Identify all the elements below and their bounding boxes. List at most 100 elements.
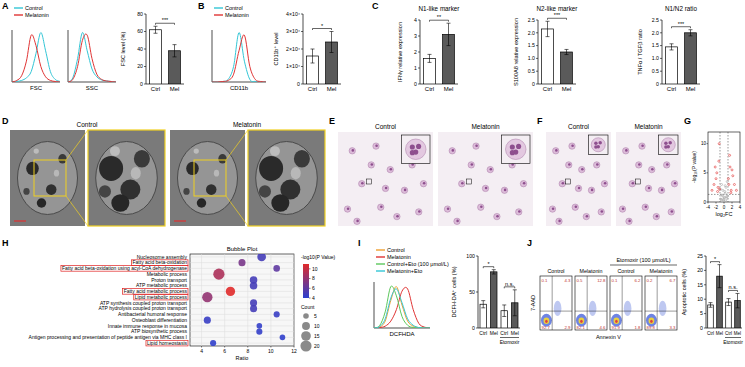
y-tick bbox=[418, 52, 420, 53]
y-tick bbox=[301, 84, 303, 85]
histogram-line bbox=[12, 33, 60, 82]
nucleus bbox=[447, 207, 450, 210]
grid-line bbox=[190, 325, 294, 326]
quadrant-value: 0.1 bbox=[542, 278, 549, 283]
y-tick-label: 20 bbox=[137, 63, 143, 69]
point bbox=[720, 199, 722, 201]
organelle bbox=[197, 198, 206, 207]
cell bbox=[344, 206, 350, 212]
x-tick bbox=[716, 202, 717, 204]
point bbox=[724, 191, 726, 193]
organelle bbox=[271, 194, 289, 211]
y-tick bbox=[144, 49, 146, 50]
nucleus bbox=[456, 220, 459, 223]
nucleus bbox=[674, 182, 677, 185]
y-tick bbox=[704, 270, 706, 271]
bubble bbox=[257, 323, 263, 329]
plot-frame bbox=[708, 132, 740, 202]
plot-title: Control bbox=[547, 268, 564, 274]
y-tick bbox=[707, 172, 709, 173]
point bbox=[722, 189, 724, 191]
point bbox=[732, 175, 734, 177]
plot-title: Melatonin bbox=[580, 268, 603, 274]
nucleus bbox=[596, 163, 599, 166]
plot-area bbox=[202, 254, 285, 346]
cell bbox=[658, 187, 664, 193]
y-tick-label: 3×10⁴ bbox=[286, 28, 300, 34]
y-tick-label: 4×10⁴ bbox=[286, 11, 300, 17]
cell bbox=[387, 166, 393, 172]
y-tick-label: 60 bbox=[137, 28, 143, 34]
y-tick bbox=[536, 20, 538, 21]
nucleus bbox=[396, 215, 399, 218]
size-legend-key bbox=[303, 313, 309, 319]
significance-label: *** bbox=[678, 21, 685, 27]
point bbox=[731, 169, 733, 171]
group-label: Etomoxir bbox=[723, 339, 743, 345]
point bbox=[718, 160, 720, 162]
significance-bracket bbox=[729, 290, 738, 292]
y-tick bbox=[536, 84, 538, 85]
nucleus bbox=[496, 215, 499, 218]
colorbar-tick bbox=[309, 288, 311, 289]
grid-line bbox=[247, 254, 248, 346]
quadrant-value: 6.7 bbox=[670, 278, 677, 283]
nucleus bbox=[452, 149, 455, 152]
inset-marker bbox=[636, 179, 641, 184]
image-title: Control bbox=[568, 123, 590, 130]
quadrant-value: 4.6 bbox=[600, 325, 607, 330]
panel-label: I bbox=[358, 238, 361, 248]
histogram-line bbox=[68, 33, 116, 82]
nucleus bbox=[555, 149, 558, 152]
inset bbox=[502, 135, 531, 164]
x-tick-label: 12 bbox=[291, 348, 297, 354]
cell bbox=[468, 162, 474, 168]
plot-area bbox=[150, 26, 181, 84]
scale-bar bbox=[174, 220, 186, 221]
y-tick-label: 50 bbox=[469, 289, 475, 295]
point bbox=[721, 194, 723, 196]
nucleus bbox=[523, 182, 526, 185]
group-label: Etomoxir bbox=[500, 339, 520, 345]
y-tick bbox=[301, 14, 303, 15]
legend-swatch bbox=[376, 270, 385, 271]
histogram-line bbox=[212, 35, 266, 82]
point bbox=[726, 181, 728, 183]
nucleus-lobe bbox=[510, 150, 515, 155]
cell bbox=[444, 206, 450, 212]
significance-label: *** bbox=[162, 17, 169, 23]
plot-area bbox=[666, 30, 697, 84]
quadrant-value: 12.8 bbox=[597, 278, 606, 283]
cell bbox=[629, 181, 635, 187]
inset-marker bbox=[566, 179, 571, 184]
organelle bbox=[23, 188, 29, 195]
cell bbox=[579, 166, 585, 172]
error-bar bbox=[546, 21, 550, 36]
organelle bbox=[259, 156, 283, 181]
image-title: Melatonin bbox=[471, 123, 500, 130]
x-tick-label: Mel bbox=[511, 330, 519, 336]
cell bbox=[636, 162, 642, 168]
point bbox=[717, 191, 719, 193]
plot-area bbox=[212, 33, 266, 82]
y-tick-label: 2.0 bbox=[652, 30, 659, 36]
point bbox=[715, 178, 717, 180]
significance-label: * bbox=[487, 261, 490, 267]
legend-label: Control bbox=[225, 5, 243, 11]
nucleus bbox=[504, 189, 507, 192]
point bbox=[727, 178, 729, 180]
legend-label: Melatonin bbox=[387, 254, 411, 260]
cell bbox=[588, 187, 594, 193]
size-legend-key bbox=[300, 340, 311, 351]
y-tick-label: 40 bbox=[137, 46, 143, 52]
nucleus-lobe bbox=[416, 144, 421, 149]
significance-label: * bbox=[714, 256, 717, 262]
point bbox=[714, 166, 716, 168]
bubble bbox=[257, 254, 266, 261]
y-tick-label: 100 bbox=[466, 253, 475, 259]
point bbox=[718, 143, 720, 145]
nucleus bbox=[575, 206, 578, 209]
histogram-line bbox=[374, 286, 430, 328]
cell bbox=[668, 209, 674, 215]
y-tick bbox=[301, 49, 303, 50]
